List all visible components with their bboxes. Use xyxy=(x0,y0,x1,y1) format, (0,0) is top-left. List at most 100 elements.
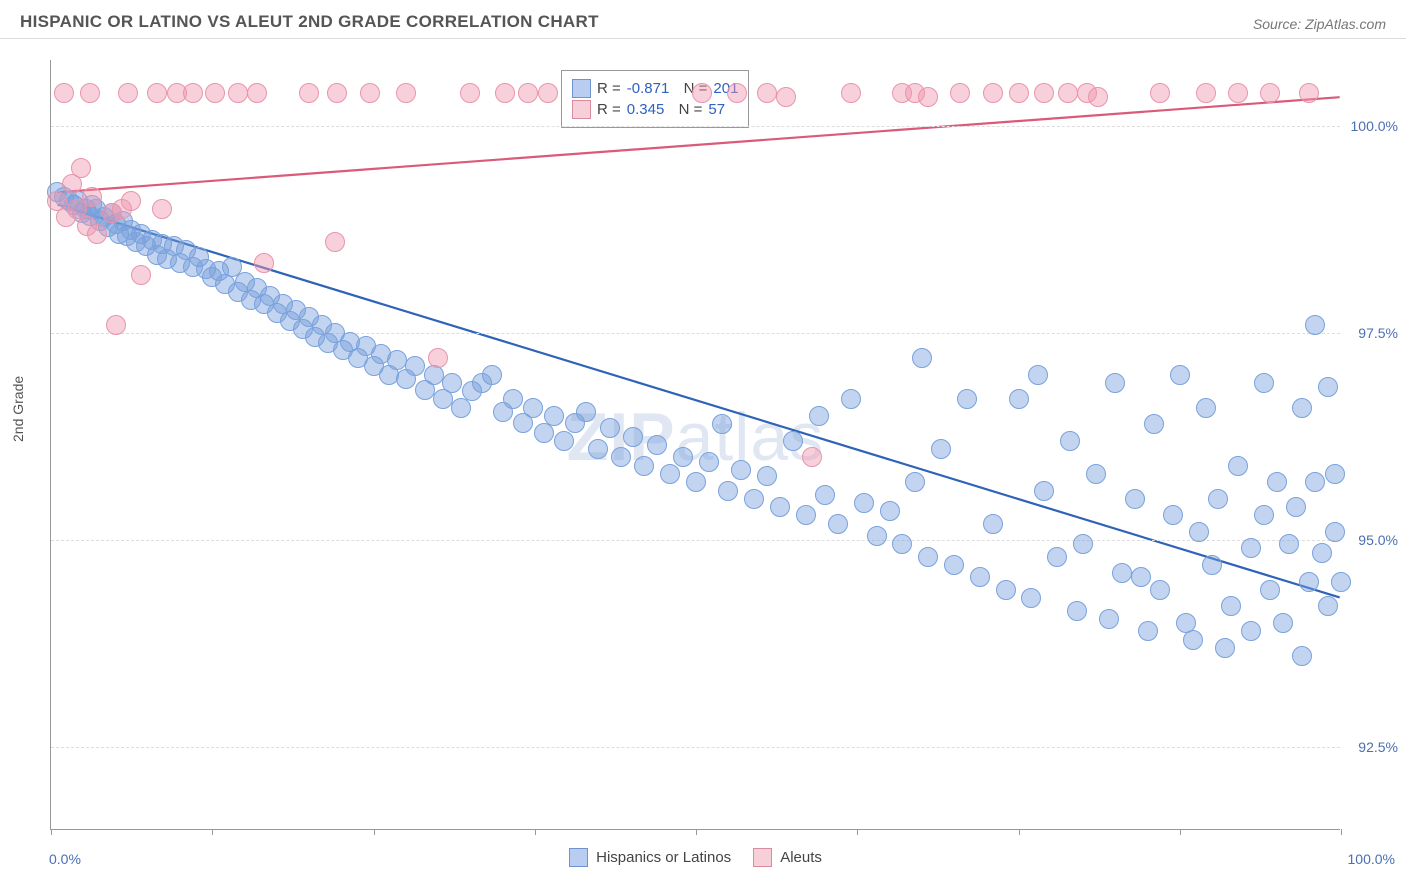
x-tick xyxy=(374,829,375,835)
source-label: Source: ZipAtlas.com xyxy=(1253,16,1386,32)
data-point xyxy=(809,406,829,426)
data-point xyxy=(1138,621,1158,641)
data-point xyxy=(1144,414,1164,434)
data-point xyxy=(686,472,706,492)
data-point xyxy=(1131,567,1151,587)
data-point xyxy=(118,83,138,103)
data-point xyxy=(254,253,274,273)
data-point xyxy=(523,398,543,418)
data-point xyxy=(1241,538,1261,558)
data-point xyxy=(1260,580,1280,600)
data-point xyxy=(1163,505,1183,525)
data-point xyxy=(1273,613,1293,633)
legend-R-value: -0.871 xyxy=(627,80,670,97)
data-point xyxy=(841,389,861,409)
data-point xyxy=(718,481,738,501)
x-tick xyxy=(1341,829,1342,835)
data-point xyxy=(1183,630,1203,650)
data-point xyxy=(1299,83,1319,103)
data-point xyxy=(327,83,347,103)
data-point xyxy=(600,418,620,438)
data-point xyxy=(912,348,932,368)
data-point xyxy=(880,501,900,521)
data-point xyxy=(1196,398,1216,418)
x-tick-label: 100.0% xyxy=(1348,851,1395,867)
data-point xyxy=(1260,83,1280,103)
gridline xyxy=(51,540,1340,541)
data-point xyxy=(1058,83,1078,103)
data-point xyxy=(918,547,938,567)
y-tick-label: 95.0% xyxy=(1358,532,1398,548)
data-point xyxy=(1318,377,1338,397)
data-point xyxy=(1034,83,1054,103)
data-point xyxy=(82,187,102,207)
data-point xyxy=(970,567,990,587)
data-point xyxy=(1292,646,1312,666)
stats-legend: R = -0.871 N = 201R = 0.345 N = 57 xyxy=(561,70,749,128)
data-point xyxy=(757,466,777,486)
x-tick-label: 0.0% xyxy=(49,851,81,867)
data-point xyxy=(1208,489,1228,509)
series-name: Aleuts xyxy=(780,849,822,866)
data-point xyxy=(1105,373,1125,393)
data-point xyxy=(1021,588,1041,608)
data-point xyxy=(1073,534,1093,554)
data-point xyxy=(673,447,693,467)
x-tick xyxy=(212,829,213,835)
data-point xyxy=(1241,621,1261,641)
data-point xyxy=(1067,601,1087,621)
data-point xyxy=(387,350,407,370)
data-point xyxy=(1112,563,1132,583)
series-legend-item: Hispanics or Latinos xyxy=(569,848,731,867)
chart-area: 2nd Grade ZIPatlas R = -0.871 N = 201R =… xyxy=(0,42,1406,892)
data-point xyxy=(796,505,816,525)
x-tick xyxy=(51,829,52,835)
y-axis-label: 2nd Grade xyxy=(10,376,26,442)
data-point xyxy=(121,191,141,211)
data-point xyxy=(54,83,74,103)
legend-row: R = 0.345 N = 57 xyxy=(572,100,738,119)
data-point xyxy=(1099,609,1119,629)
data-point xyxy=(1009,83,1029,103)
data-point xyxy=(692,83,712,103)
data-point xyxy=(299,83,319,103)
legend-swatch xyxy=(569,848,588,867)
data-point xyxy=(1086,464,1106,484)
data-point xyxy=(712,414,732,434)
data-point xyxy=(957,389,977,409)
data-point xyxy=(1170,365,1190,385)
gridline xyxy=(51,126,1340,127)
legend-swatch xyxy=(572,100,591,119)
data-point xyxy=(1279,534,1299,554)
data-point xyxy=(770,497,790,517)
y-tick-label: 97.5% xyxy=(1358,325,1398,341)
data-point xyxy=(396,83,416,103)
x-tick xyxy=(535,829,536,835)
data-point xyxy=(1325,522,1345,542)
data-point xyxy=(731,460,751,480)
data-point xyxy=(757,83,777,103)
data-point xyxy=(482,365,502,385)
data-point xyxy=(1305,315,1325,335)
legend-R-value: 0.345 xyxy=(627,101,665,118)
data-point xyxy=(950,83,970,103)
data-point xyxy=(1150,580,1170,600)
data-point xyxy=(1292,398,1312,418)
data-point xyxy=(1305,472,1325,492)
data-point xyxy=(744,489,764,509)
data-point xyxy=(1228,83,1248,103)
data-point xyxy=(1228,456,1248,476)
legend-swatch xyxy=(753,848,772,867)
data-point xyxy=(1028,365,1048,385)
x-tick xyxy=(857,829,858,835)
data-point xyxy=(325,232,345,252)
data-point xyxy=(699,452,719,472)
data-point xyxy=(783,431,803,451)
data-point xyxy=(854,493,874,513)
data-point xyxy=(1254,505,1274,525)
data-point xyxy=(588,439,608,459)
data-point xyxy=(727,83,747,103)
data-point xyxy=(228,83,248,103)
gridline xyxy=(51,747,1340,748)
data-point xyxy=(1034,481,1054,501)
